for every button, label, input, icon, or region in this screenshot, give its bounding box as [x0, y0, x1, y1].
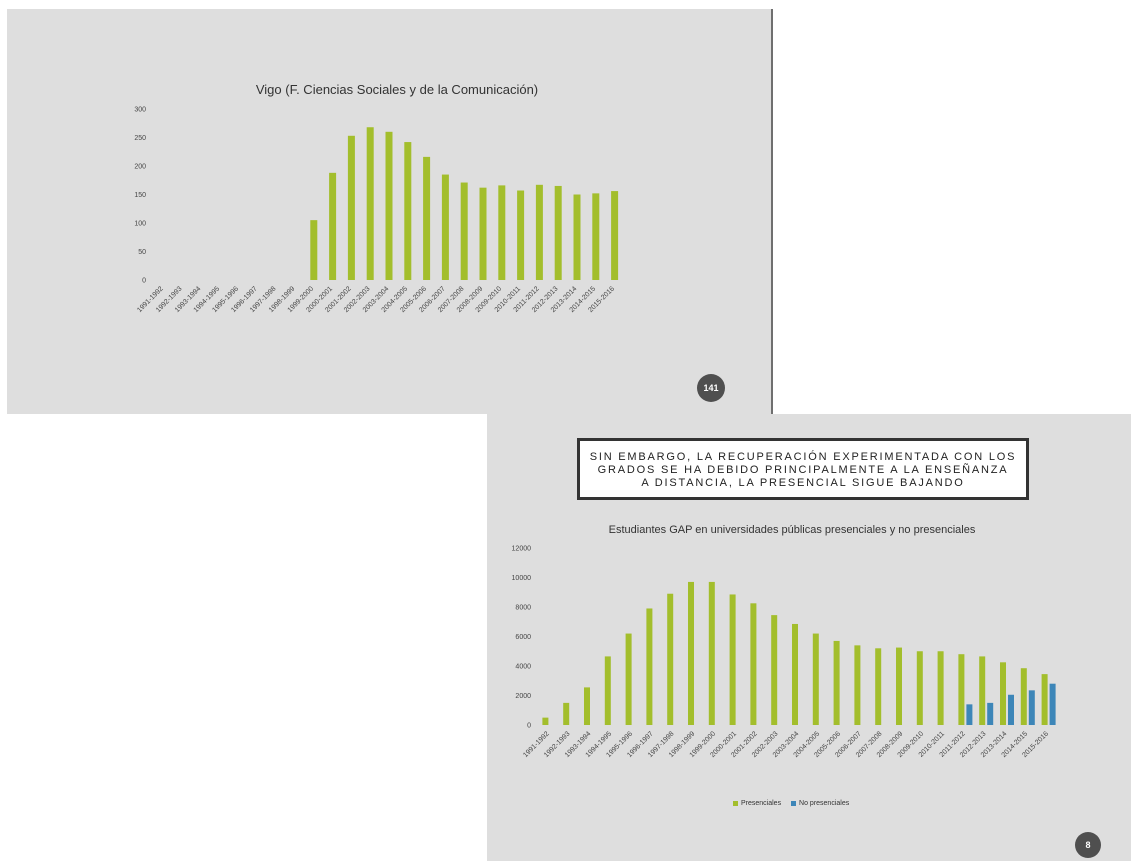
legend-item: No presenciales: [791, 800, 849, 807]
y-tick-label: 300: [134, 107, 146, 114]
bar: [1028, 690, 1035, 725]
y-tick-label: 150: [134, 192, 146, 199]
bar: [875, 648, 882, 725]
bar: [916, 651, 923, 725]
bar: [979, 656, 986, 725]
y-tick-label: 10000: [512, 575, 532, 582]
bar: [366, 127, 374, 281]
bar: [542, 717, 549, 725]
bar: [584, 687, 590, 725]
legend-label: No presenciales: [799, 800, 850, 807]
page-number-badge: 8: [1075, 832, 1101, 858]
bar: [812, 633, 819, 725]
chart-title: Estudiantes GAP en universidades pública…: [608, 524, 976, 536]
bar: [460, 182, 468, 280]
bar: [535, 184, 543, 280]
bar: [441, 174, 449, 280]
bar: [498, 185, 506, 280]
legend-label: Presenciales: [741, 800, 782, 807]
bar: [1041, 674, 1048, 725]
y-tick-label: 0: [527, 723, 531, 730]
bar: [708, 581, 715, 725]
bar: [423, 156, 431, 280]
bar: [792, 623, 798, 725]
bar: [896, 647, 902, 725]
y-tick-label: 250: [134, 135, 146, 142]
bar: [1000, 662, 1006, 725]
bar: [310, 220, 318, 280]
bar: [329, 172, 337, 280]
bar: [987, 702, 994, 725]
chart-vigo: 0501001502002503001991-19921992-19931993…: [134, 107, 619, 314]
bar: [1020, 668, 1027, 725]
y-tick-label: 2000: [515, 693, 531, 700]
legend-swatch: [733, 800, 738, 806]
bar: [854, 645, 861, 725]
bar: [554, 185, 562, 280]
chart-legend: Presenciales No presenciales: [733, 800, 857, 807]
chart-gap-students: 0200040006000800010000120001991-19921992…: [512, 546, 1056, 759]
bar: [592, 193, 600, 280]
slide-gap-students: SIN EMBARGO, LA RECUPERACIÓN EXPERIMENTA…: [487, 414, 1131, 861]
legend-item: Presenciales: [733, 800, 781, 807]
bar: [771, 615, 778, 725]
bar: [479, 187, 487, 280]
headline-line: GRADOS SE HA DEBIDO PRINCIPALMENTE A LA …: [597, 464, 1009, 476]
headline-box: SIN EMBARGO, LA RECUPERACIÓN EXPERIMENTA…: [577, 438, 1029, 500]
bar: [833, 640, 840, 725]
bar: [573, 194, 581, 280]
headline-line: A DISTANCIA, LA PRESENCIAL SIGUE BAJANDO: [641, 477, 965, 489]
y-tick-label: 0: [142, 278, 146, 285]
bar: [385, 131, 393, 280]
bar: [517, 190, 525, 280]
bar: [937, 651, 944, 725]
y-tick-label: 12000: [512, 546, 532, 553]
bar: [625, 633, 632, 725]
bar: [1008, 694, 1014, 725]
y-tick-label: 50: [138, 249, 146, 256]
chart-title: Vigo (F. Ciencias Sociales y de la Comun…: [255, 82, 539, 97]
bar: [966, 704, 973, 725]
slide-edge: [771, 9, 773, 414]
bar: [958, 654, 965, 725]
bar: [750, 603, 757, 725]
bar: [646, 608, 653, 725]
y-tick-label: 200: [134, 164, 146, 171]
bar: [611, 191, 619, 280]
headline-line: SIN EMBARGO, LA RECUPERACIÓN EXPERIMENTA…: [589, 451, 1017, 463]
bar: [688, 581, 694, 725]
slide-vigo: Vigo (F. Ciencias Sociales y de la Comun…: [7, 9, 772, 414]
bar: [404, 142, 412, 280]
bar: [563, 702, 570, 725]
bar: [667, 593, 674, 725]
page-number-badge: 141: [697, 374, 725, 402]
bar: [1049, 683, 1056, 725]
bar: [729, 594, 736, 725]
y-tick-label: 100: [134, 221, 146, 228]
bar: [347, 135, 355, 280]
y-tick-label: 6000: [515, 634, 531, 641]
legend-swatch: [791, 800, 797, 806]
y-tick-label: 8000: [515, 605, 531, 612]
bar: [604, 656, 611, 725]
y-tick-label: 4000: [515, 664, 531, 671]
